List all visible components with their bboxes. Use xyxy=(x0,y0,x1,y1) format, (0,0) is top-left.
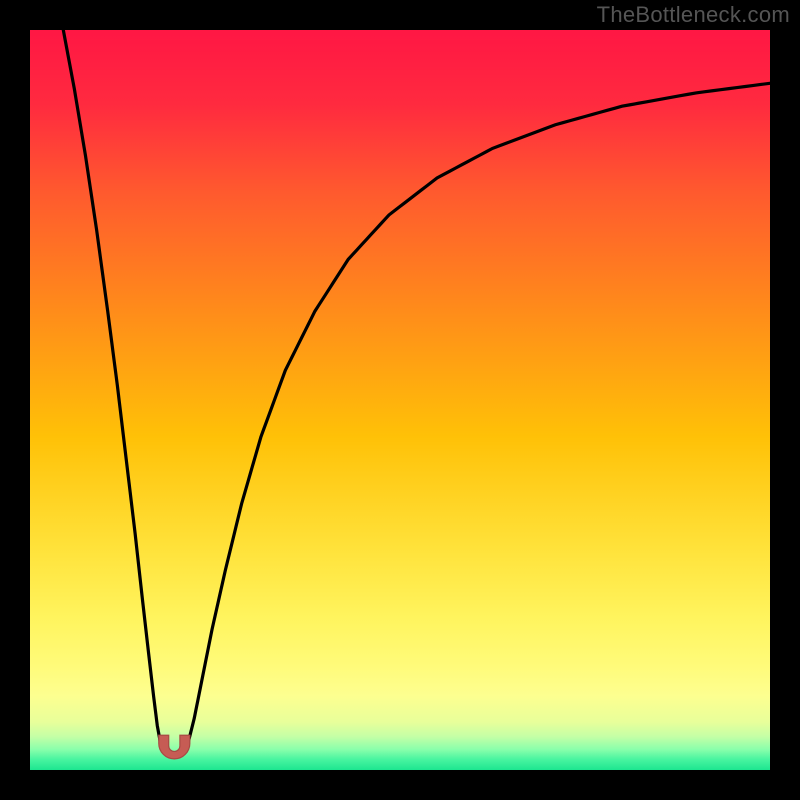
chart-svg xyxy=(30,30,770,770)
gradient-background xyxy=(30,30,770,770)
plot-area xyxy=(30,30,770,770)
watermark-text: TheBottleneck.com xyxy=(597,2,790,28)
figure-root: TheBottleneck.com xyxy=(0,0,800,800)
